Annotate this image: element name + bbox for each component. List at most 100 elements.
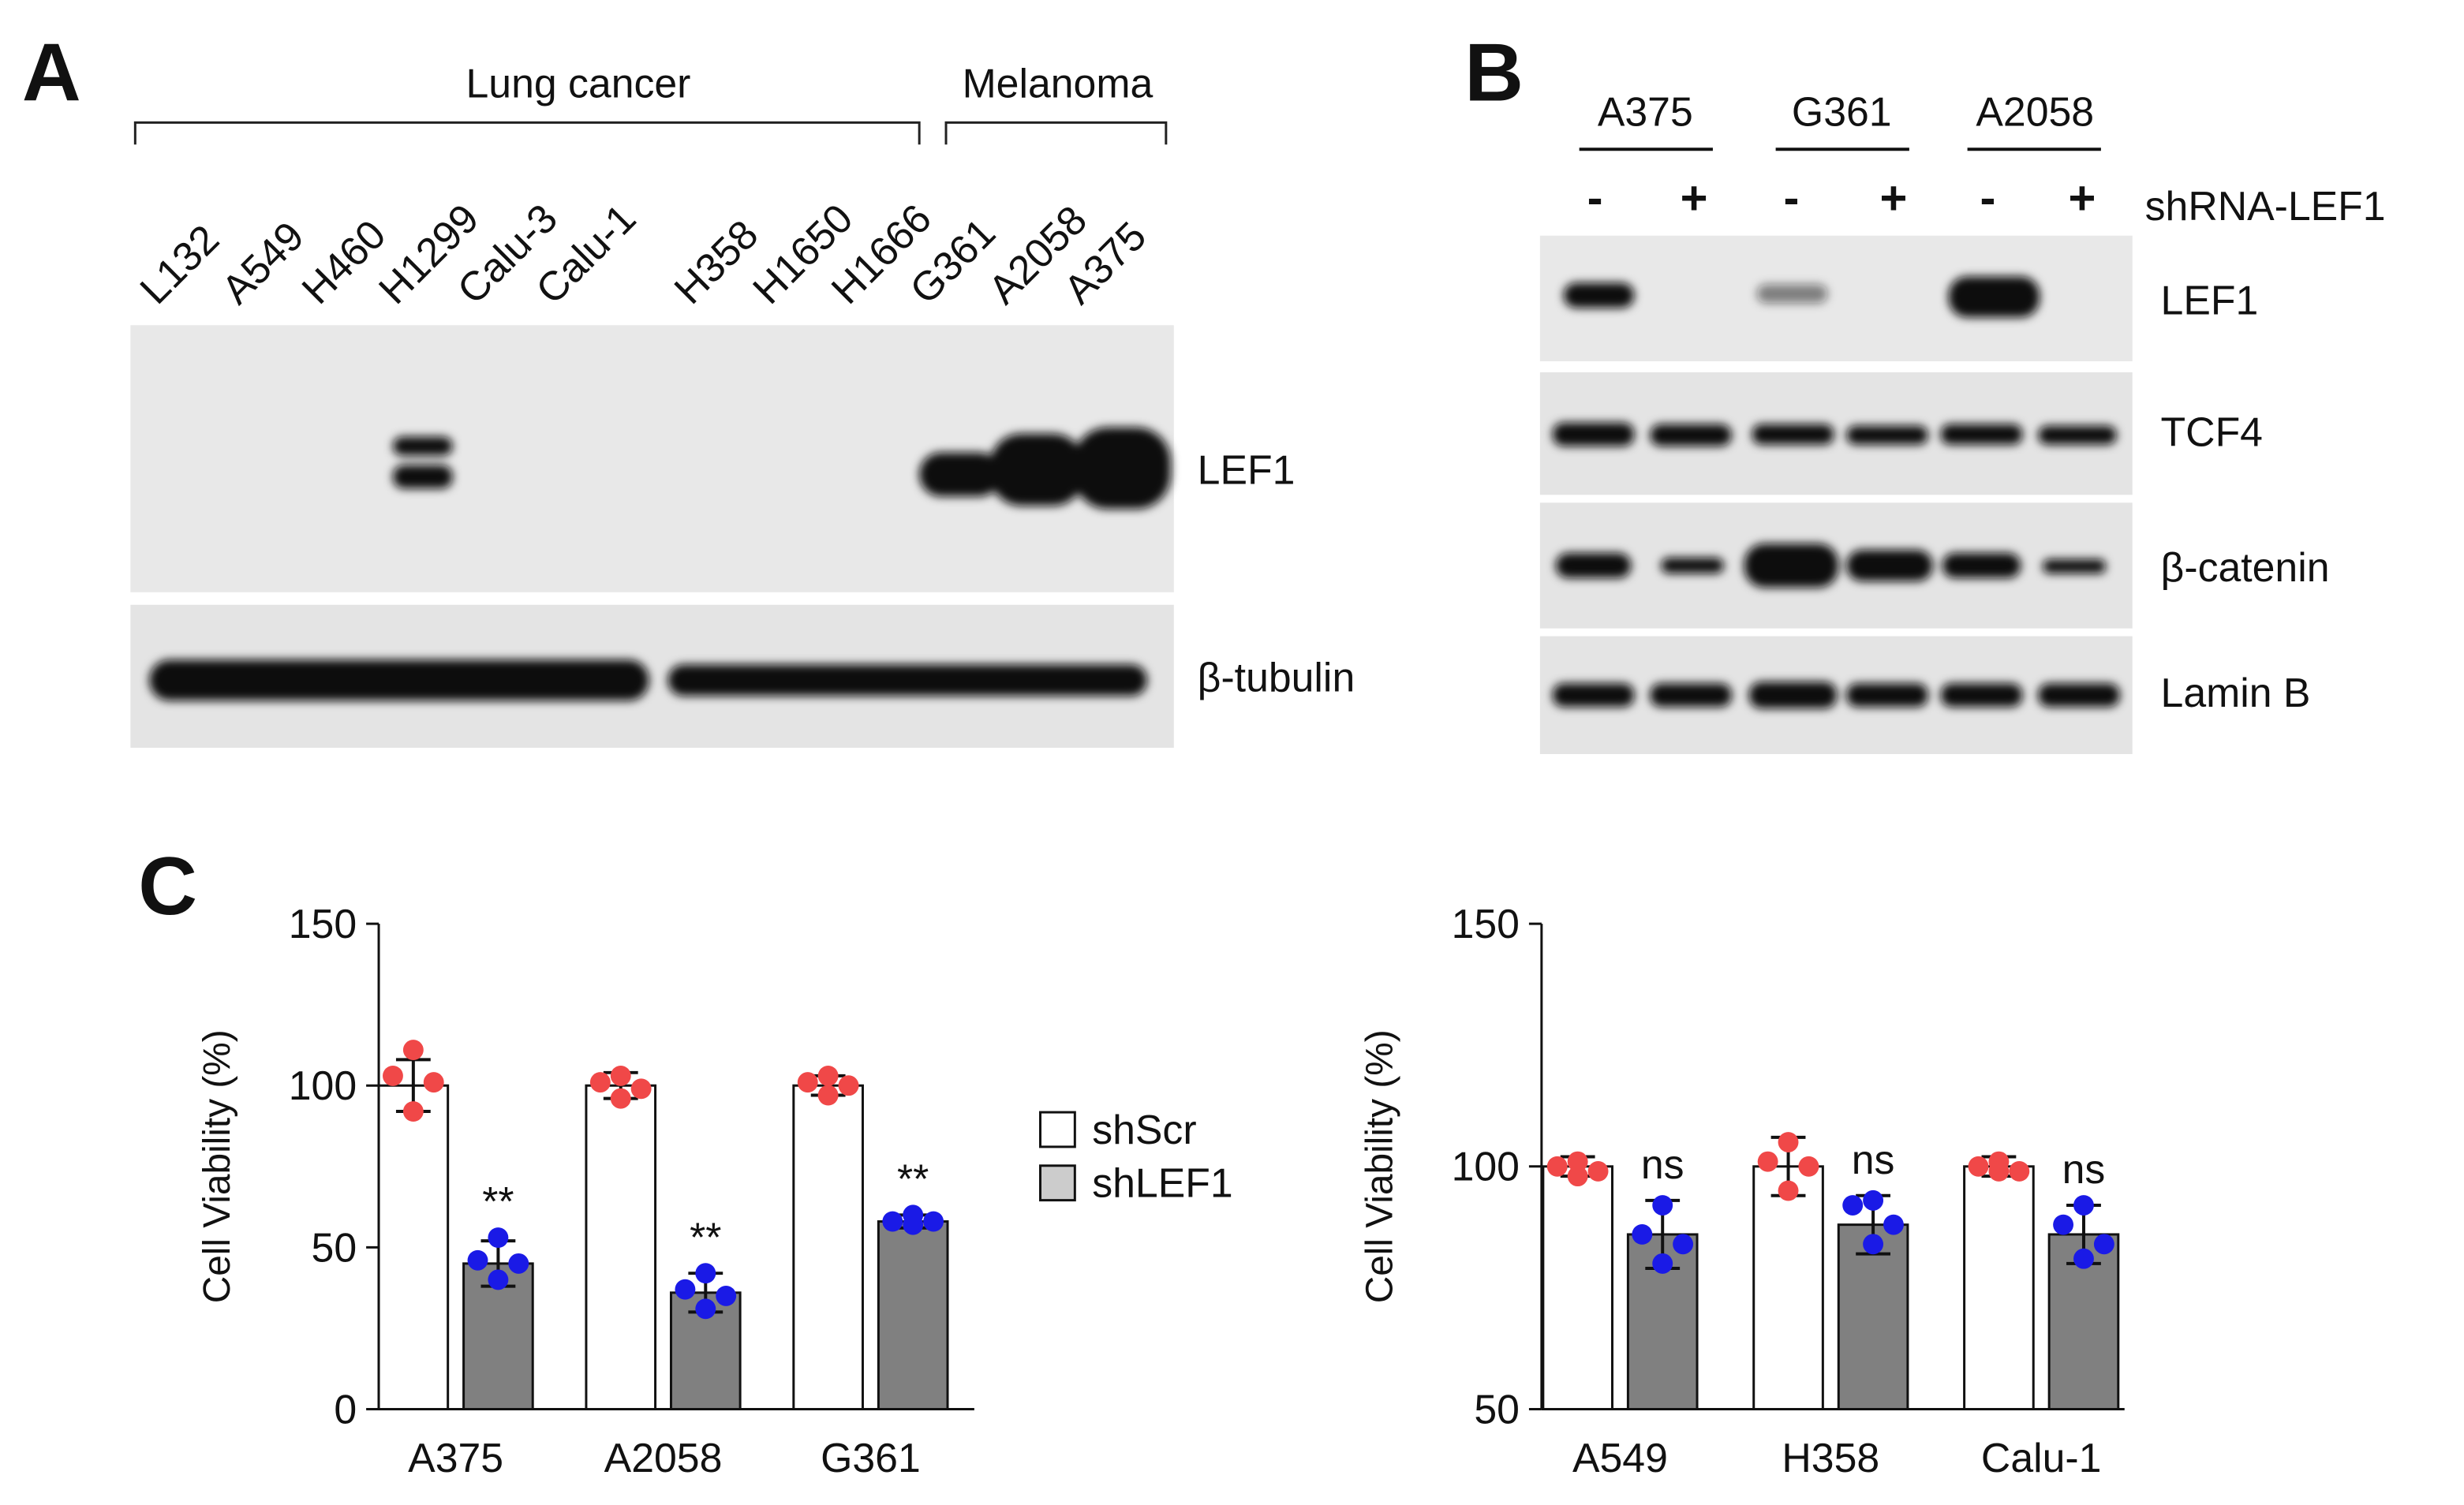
- treatment-sign: -: [1587, 171, 1603, 224]
- bar: [792, 1084, 864, 1411]
- data-point: [838, 1075, 859, 1096]
- y-tick-label: 0: [334, 1386, 357, 1432]
- row-label: LEF1: [2161, 277, 2259, 323]
- data-point: [488, 1269, 509, 1290]
- data-point: [467, 1249, 488, 1271]
- data-point: [1567, 1166, 1588, 1187]
- legend-swatch: [1039, 1164, 1076, 1202]
- data-point: [903, 1214, 924, 1235]
- data-point: [1632, 1224, 1653, 1245]
- lane-label: H460: [293, 211, 394, 313]
- data-point: [1757, 1151, 1778, 1172]
- x-tick-label: G361: [821, 1435, 921, 1481]
- row-label: LEF1: [1198, 446, 1296, 492]
- data-point: [630, 1078, 652, 1100]
- data-point: [1968, 1156, 1989, 1177]
- bar: [1837, 1223, 1909, 1411]
- treatment-sign: +: [2069, 171, 2096, 224]
- treatment-sign: -: [1980, 171, 1996, 224]
- row-label: TCF4: [2161, 409, 2263, 455]
- data-point: [817, 1085, 839, 1106]
- annotation: **: [482, 1178, 514, 1224]
- x-tick-label: A2058: [604, 1435, 723, 1481]
- data-point: [695, 1263, 716, 1284]
- group-label: Lung cancer: [466, 60, 691, 106]
- data-point: [423, 1072, 444, 1093]
- y-tick-label: 100: [289, 1062, 357, 1108]
- lane-label: A549: [213, 213, 313, 313]
- lane-label: L132: [131, 216, 227, 312]
- lane-label: H358: [665, 211, 767, 313]
- data-point: [1863, 1234, 1884, 1255]
- x-tick-label: A375: [408, 1435, 503, 1481]
- panel-label: A: [22, 26, 81, 118]
- data-point: [1778, 1180, 1799, 1201]
- x-tick-label: A549: [1572, 1435, 1668, 1481]
- data-point: [1652, 1195, 1673, 1216]
- data-point: [716, 1285, 737, 1306]
- data-point: [2073, 1248, 2094, 1269]
- bands: [1552, 276, 2120, 709]
- data-point: [1798, 1156, 1819, 1177]
- row-label: β-catenin: [2161, 544, 2330, 590]
- row-label: Lamin B: [2161, 670, 2311, 715]
- panel-label: C: [138, 840, 197, 932]
- data-point: [1988, 1161, 2010, 1182]
- data-point: [1673, 1234, 1694, 1255]
- y-axis-label: Cell Viability (%): [1359, 1029, 1401, 1303]
- treatment-sign: -: [1784, 171, 1800, 224]
- data-point: [2093, 1234, 2114, 1255]
- row-label: β-tubulin: [1198, 654, 1355, 700]
- y-tick-label: 50: [312, 1224, 357, 1270]
- legend-swatch: [1039, 1111, 1076, 1148]
- data-point: [1842, 1195, 1864, 1216]
- data-point: [589, 1072, 611, 1093]
- group-label: A375: [1598, 88, 1693, 134]
- data-point: [610, 1065, 631, 1086]
- treatment-sign: +: [1681, 171, 1708, 224]
- annotation: **: [690, 1214, 721, 1260]
- bar: [877, 1220, 949, 1411]
- annotation: ns: [2062, 1146, 2106, 1192]
- data-point: [488, 1227, 509, 1249]
- data-point: [2009, 1161, 2030, 1182]
- annotation: ns: [1641, 1141, 1684, 1187]
- data-point: [1883, 1214, 1904, 1235]
- legend-label: shLEF1: [1092, 1160, 1232, 1206]
- data-point: [610, 1088, 631, 1109]
- bar: [1542, 1165, 1613, 1411]
- data-point: [923, 1211, 944, 1232]
- group-label: Melanoma: [963, 60, 1153, 106]
- group-label: A2058: [1976, 88, 2094, 134]
- data-point: [2073, 1195, 2094, 1216]
- data-point: [675, 1279, 696, 1300]
- data-point: [508, 1253, 529, 1274]
- data-point: [1567, 1151, 1588, 1172]
- treatment-label: shRNA-LEF1: [2145, 183, 2386, 229]
- annotation: **: [897, 1156, 929, 1201]
- bracket: [133, 121, 1168, 145]
- panel-label: B: [1464, 26, 1524, 118]
- data-point: [2053, 1214, 2074, 1235]
- data-point: [817, 1065, 839, 1086]
- y-tick-label: 150: [1452, 901, 1520, 947]
- blot: [1539, 372, 2133, 495]
- bar: [377, 1084, 450, 1411]
- data-point: [1863, 1189, 1884, 1211]
- bar: [1963, 1165, 2035, 1411]
- y-axis-label: Cell Viability (%): [196, 1029, 238, 1303]
- data-point: [797, 1072, 818, 1093]
- treatment-sign: +: [1880, 171, 1908, 224]
- bands: [149, 427, 1171, 701]
- y-tick-label: 50: [1474, 1386, 1520, 1432]
- data-point: [695, 1298, 716, 1320]
- bar: [1752, 1165, 1824, 1411]
- data-point: [1546, 1156, 1568, 1177]
- data-point: [402, 1040, 424, 1061]
- data-point: [1587, 1161, 1609, 1182]
- bar: [2047, 1233, 2120, 1411]
- annotation: ns: [1852, 1137, 1895, 1182]
- y-tick-label: 100: [1452, 1144, 1520, 1189]
